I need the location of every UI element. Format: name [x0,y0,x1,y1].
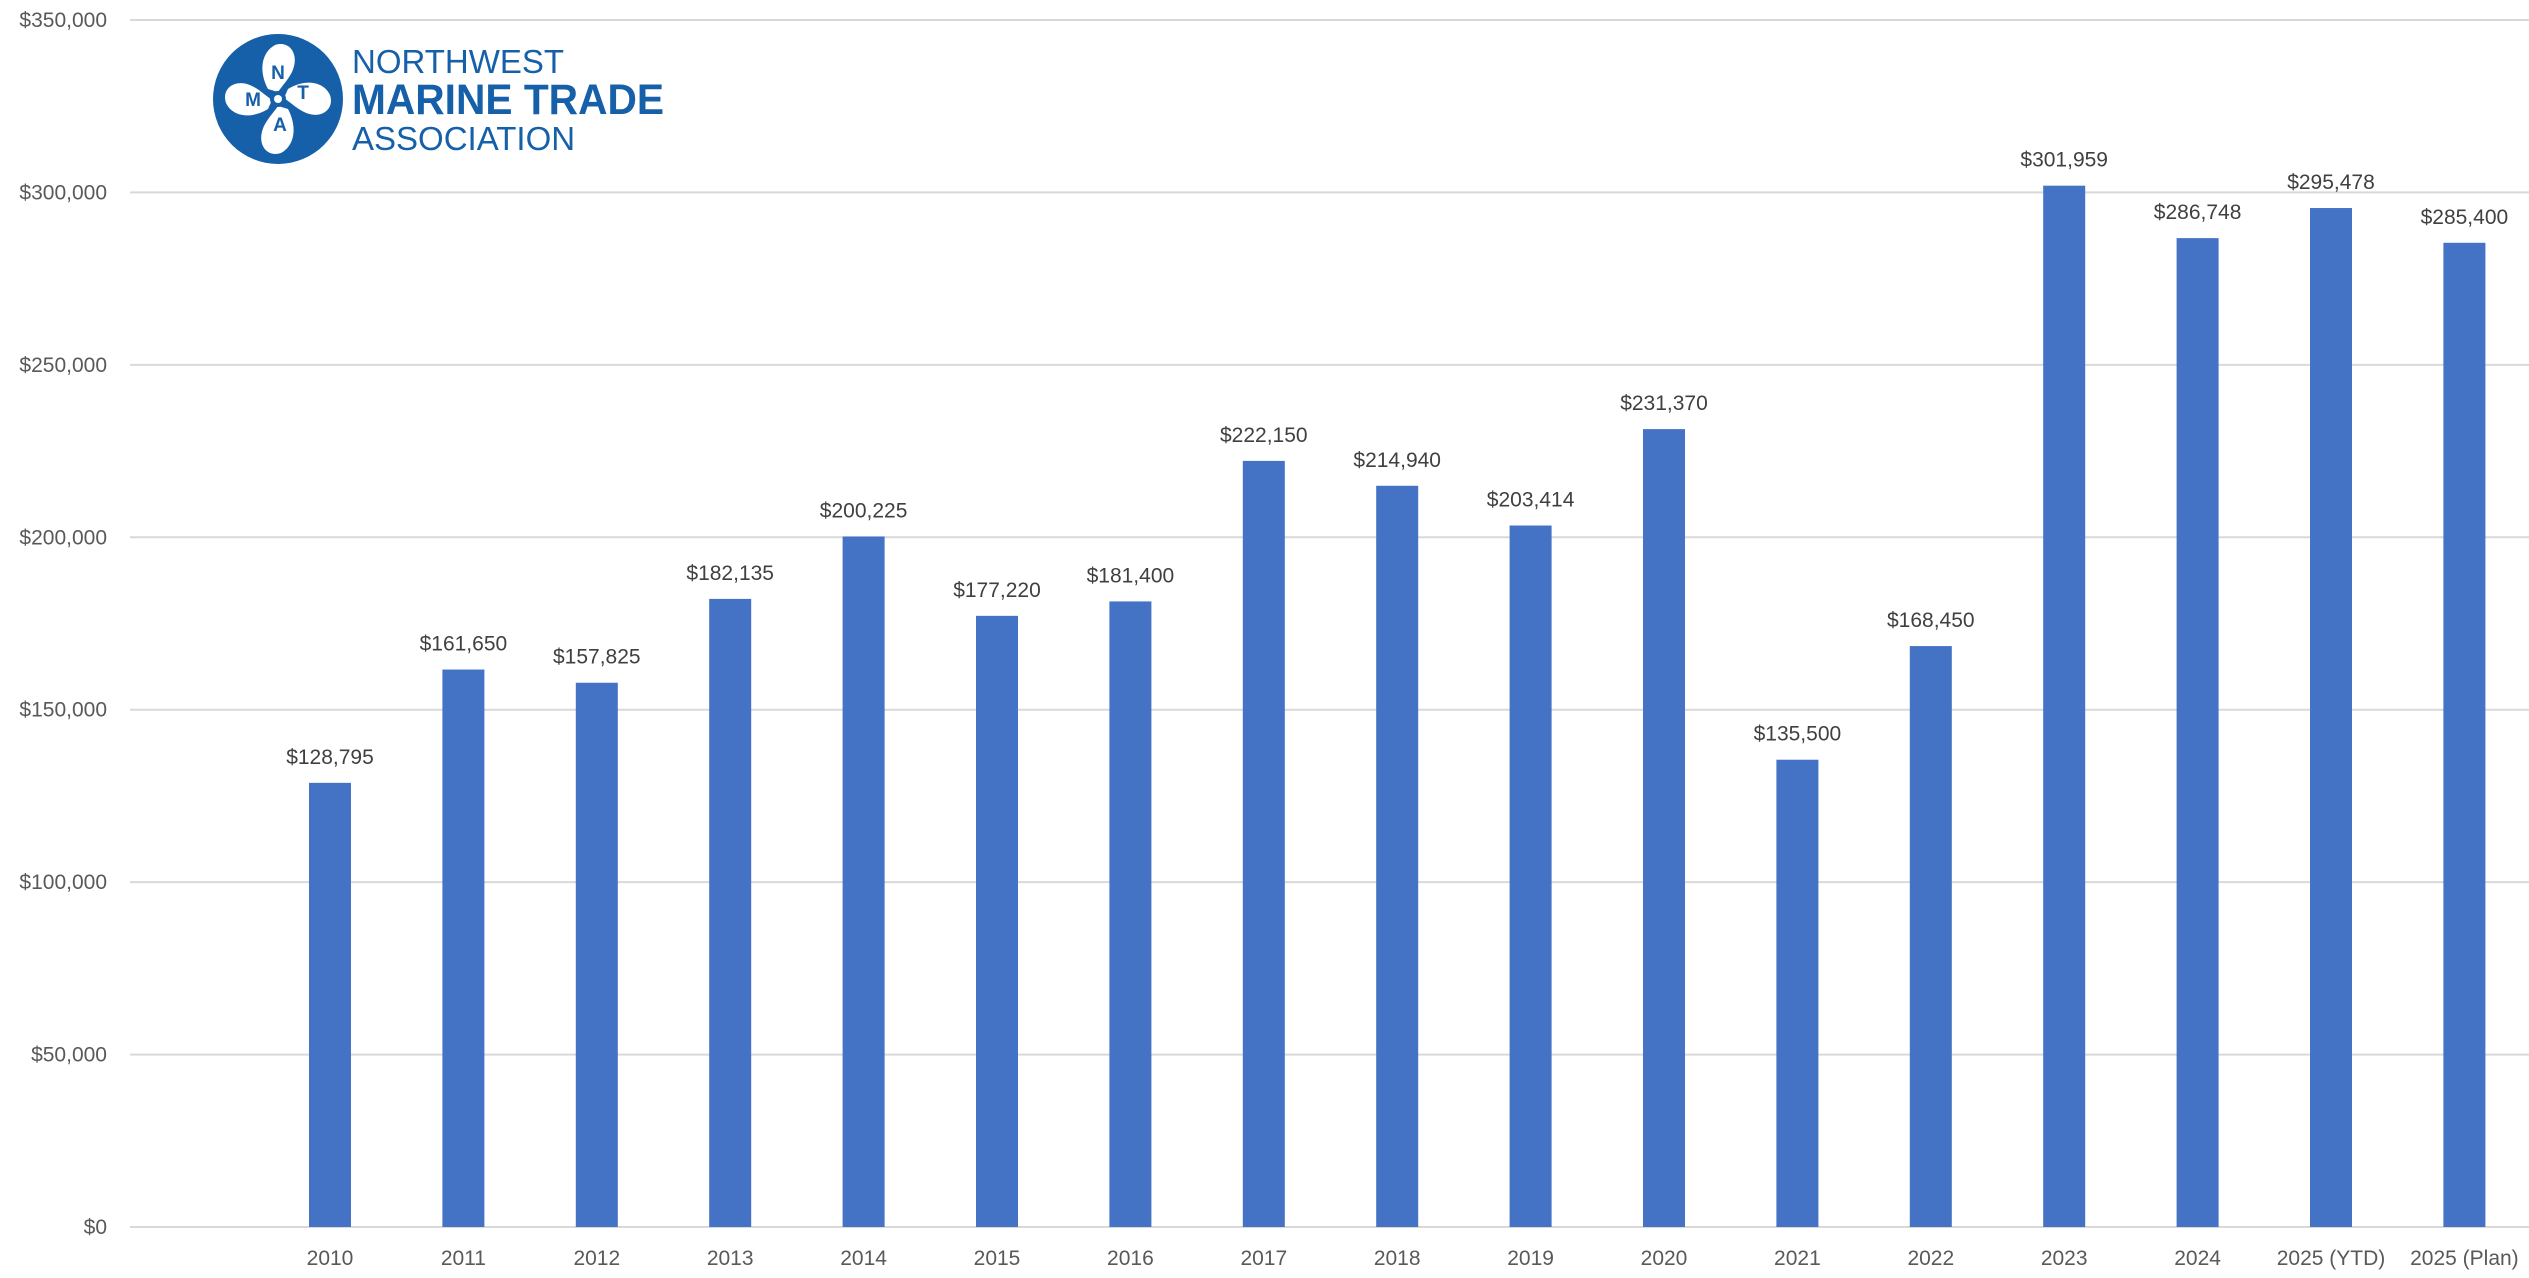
logo-letter-a: A [273,115,287,136]
x-axis-ticks: 2010 2011 2012 2013 2014 2015 2016 2017 2018 2019… [307,1247,2519,1270]
y-tick-label: $300,000 [19,181,107,204]
nmta-logo: N M T A NORTHWEST MARINE TRADE ASSOCIATI… [213,34,664,164]
logo-line-northwest: NORTHWEST [352,43,564,80]
x-tick-label: 2018 [1374,1247,1421,1270]
bar [976,615,1018,1227]
bar [575,682,618,1227]
bar [1509,525,1552,1227]
bar [2310,208,2352,1227]
bar [1242,460,1285,1227]
y-tick-label: $150,000 [19,699,107,722]
x-tick-label: 2015 [974,1247,1021,1270]
logo-letter-m: M [245,90,261,111]
bar [1909,646,1952,1227]
y-tick-label: $0 [84,1216,107,1239]
data-label: $203,414 [1487,489,1575,512]
data-label: $295,478 [2287,171,2375,194]
x-tick-label: 2020 [1641,1247,1688,1270]
logo-line-association: ASSOCIATION [352,120,575,157]
data-label: $135,500 [1754,723,1842,746]
y-tick-label: $100,000 [19,871,107,894]
bar [2176,238,2219,1228]
bars [309,185,2486,1228]
x-tick-label: 2023 [2041,1247,2088,1270]
x-tick-label: 2024 [2174,1247,2221,1270]
y-tick-label: $50,000 [31,1044,107,1067]
data-label: $285,400 [2421,206,2509,229]
x-tick-label: 2011 [441,1247,486,1270]
bar [1643,429,1685,1228]
data-labels: $128,795 $161,650 $157,825 $182,135 $200,225… [286,149,2508,769]
x-tick-label: 2013 [707,1247,754,1270]
bar [1109,601,1152,1227]
bar [2443,242,2486,1227]
bar [709,598,752,1227]
data-label: $301,959 [2020,149,2108,172]
bar [309,782,351,1227]
data-label: $168,450 [1887,609,1975,632]
data-label: $177,220 [953,579,1041,602]
bar [1376,485,1419,1228]
x-tick-label: 2017 [1240,1247,1287,1270]
y-tick-label: $350,000 [19,9,107,32]
x-tick-label: 2016 [1107,1247,1154,1270]
x-tick-label: 2019 [1507,1247,1554,1270]
data-label: $182,135 [686,562,774,585]
data-label: $157,825 [553,646,641,669]
logo-hub-center [274,95,282,103]
x-tick-label: 2025 (Plan) [2410,1247,2519,1270]
logo-line-marine-trade: MARINE TRADE [352,76,664,124]
data-label: $161,650 [420,633,508,656]
x-tick-label: 2022 [1907,1247,1954,1270]
x-tick-label: 2012 [573,1247,620,1270]
y-tick-label: $250,000 [19,354,107,377]
data-label: $214,940 [1353,449,1441,472]
x-tick-label: 2010 [307,1247,354,1270]
y-tick-label: $200,000 [19,526,107,549]
gridlines [130,19,2529,1228]
x-tick-label: 2014 [840,1247,887,1270]
data-label: $286,748 [2154,201,2242,224]
x-tick-label: 2025 (YTD) [2277,1247,2386,1270]
data-label: $128,795 [286,746,374,769]
logo-letter-n: N [271,63,285,84]
data-label: $200,225 [820,500,908,523]
propeller-icon [225,44,331,154]
x-tick-label: 2021 [1774,1247,1821,1270]
data-label: $222,150 [1220,424,1308,447]
data-label: $181,400 [1087,564,1175,587]
bar [1776,759,1819,1227]
bar [2043,185,2086,1227]
bar [842,536,885,1227]
logo-letter-t: T [297,83,309,104]
bar [442,669,485,1227]
data-label: $231,370 [1620,392,1708,415]
y-axis-ticks: $0 $50,000 $100,000 $150,000 $200,000 $250,00… [19,9,107,1239]
